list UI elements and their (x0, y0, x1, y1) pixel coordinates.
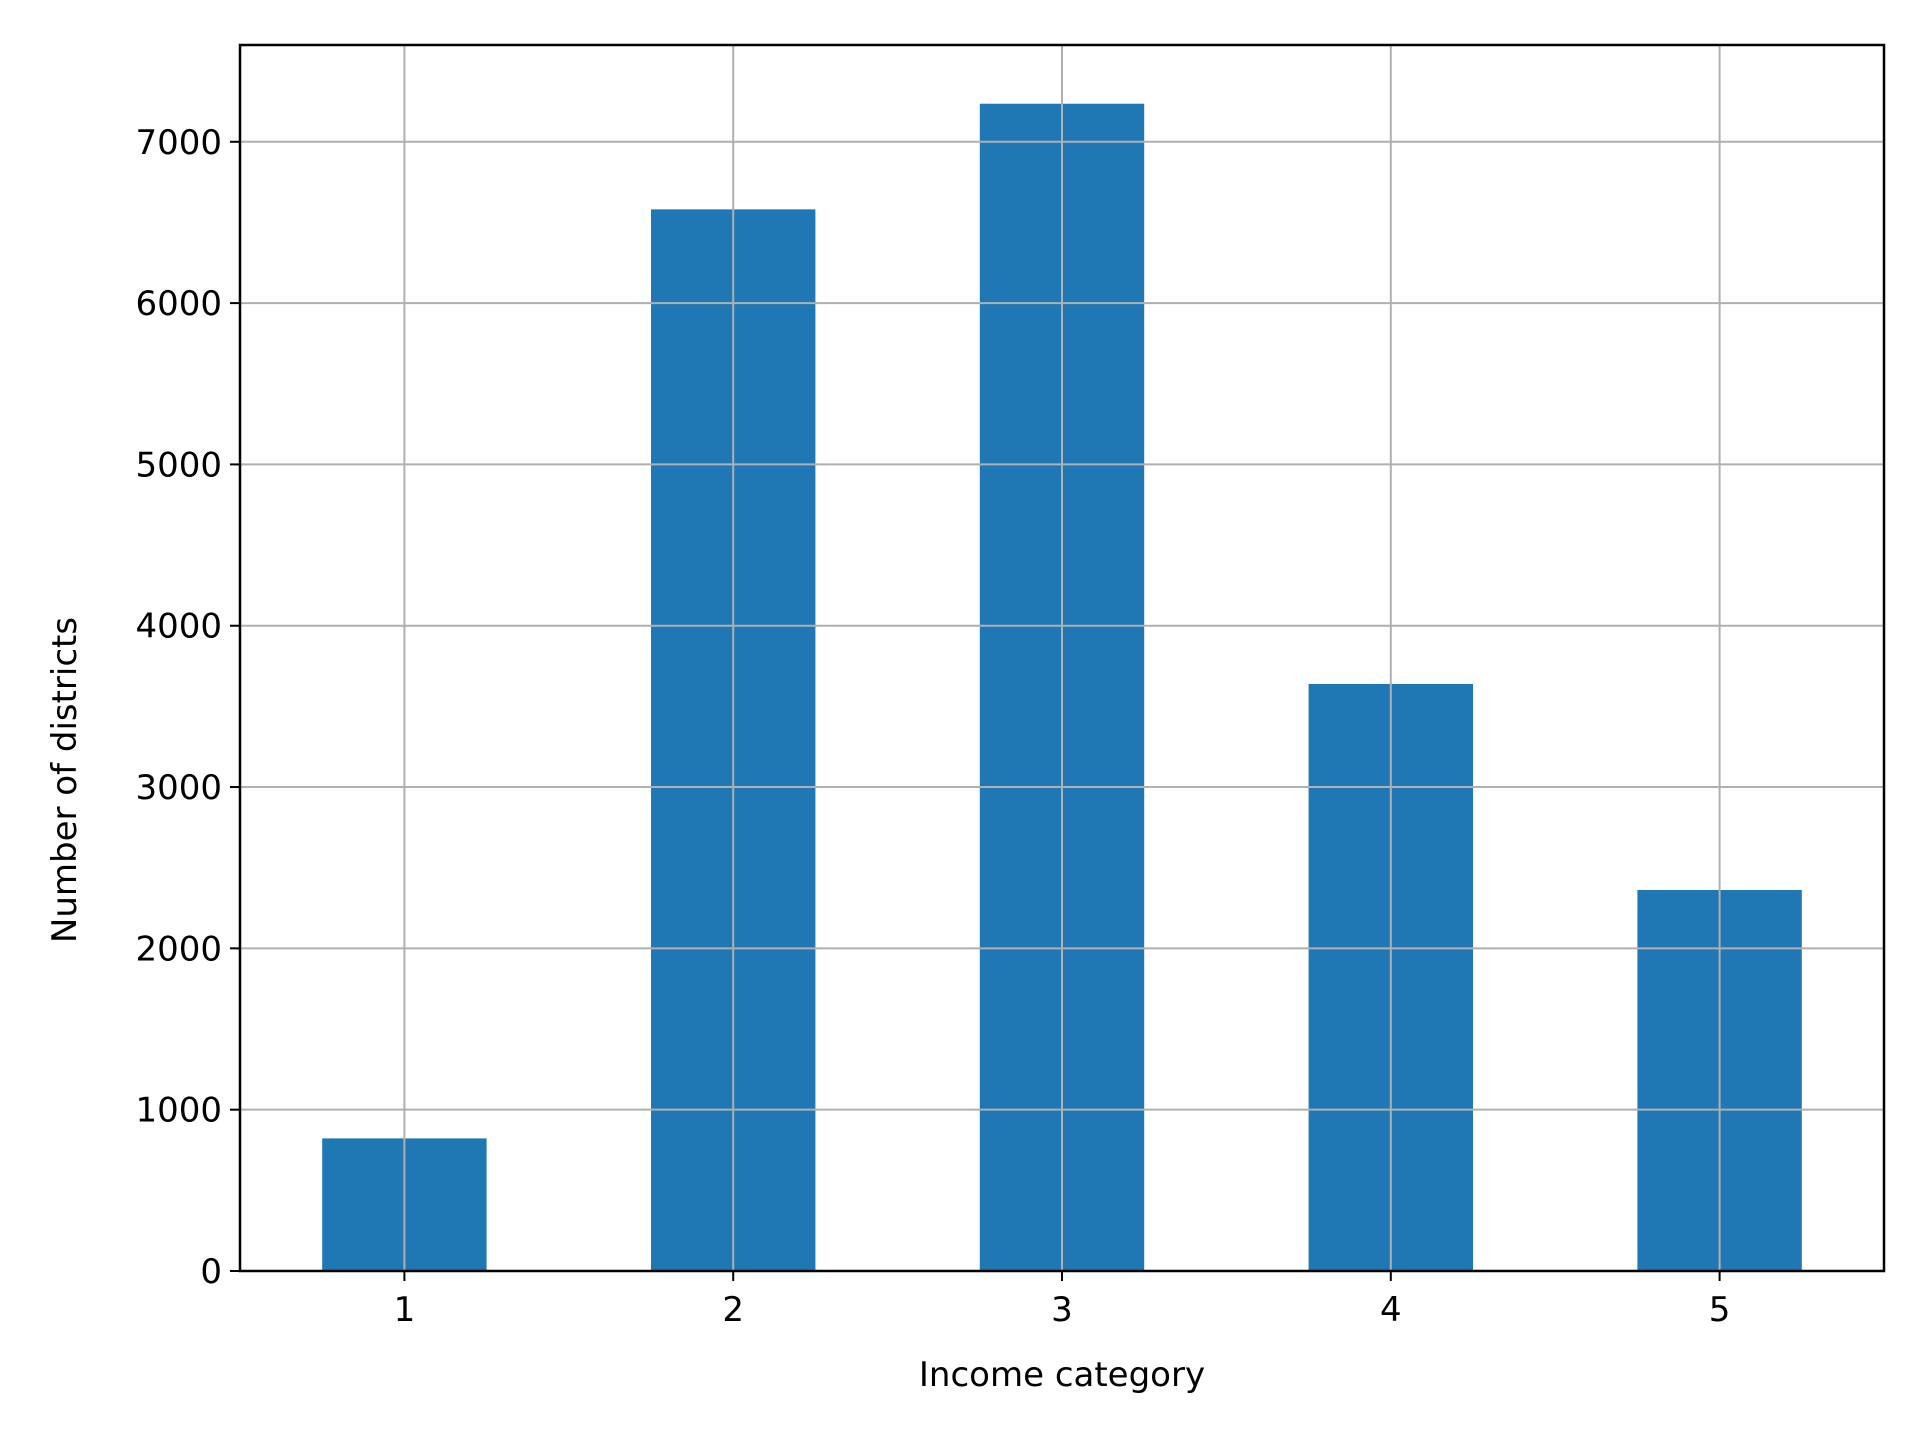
y-tick-label: 1000 (135, 1091, 222, 1131)
y-tick-label: 4000 (135, 607, 222, 647)
x-tick-label: 5 (1709, 1290, 1731, 1330)
y-tick-label: 7000 (135, 123, 222, 163)
y-axis-title: Number of districts (45, 617, 85, 943)
y-tick-label: 0 (200, 1252, 222, 1292)
axes (230, 43, 1886, 1281)
y-tick-label: 6000 (135, 284, 222, 324)
x-tick-label: 1 (394, 1290, 416, 1330)
y-tick-label: 2000 (135, 929, 222, 969)
x-tick-label: 3 (1051, 1290, 1073, 1330)
y-tick-label: 3000 (135, 768, 222, 808)
y-tick-label: 5000 (135, 445, 222, 485)
x-tick-label: 2 (722, 1290, 744, 1330)
x-axis-title: Income category (919, 1355, 1205, 1395)
x-tick-label: 4 (1380, 1290, 1402, 1330)
tick-labels: 0 1000 2000 3000 4000 5000 6000 7000 1 2 3 4 5 (135, 123, 1730, 1330)
grid-lines (240, 45, 1884, 1271)
